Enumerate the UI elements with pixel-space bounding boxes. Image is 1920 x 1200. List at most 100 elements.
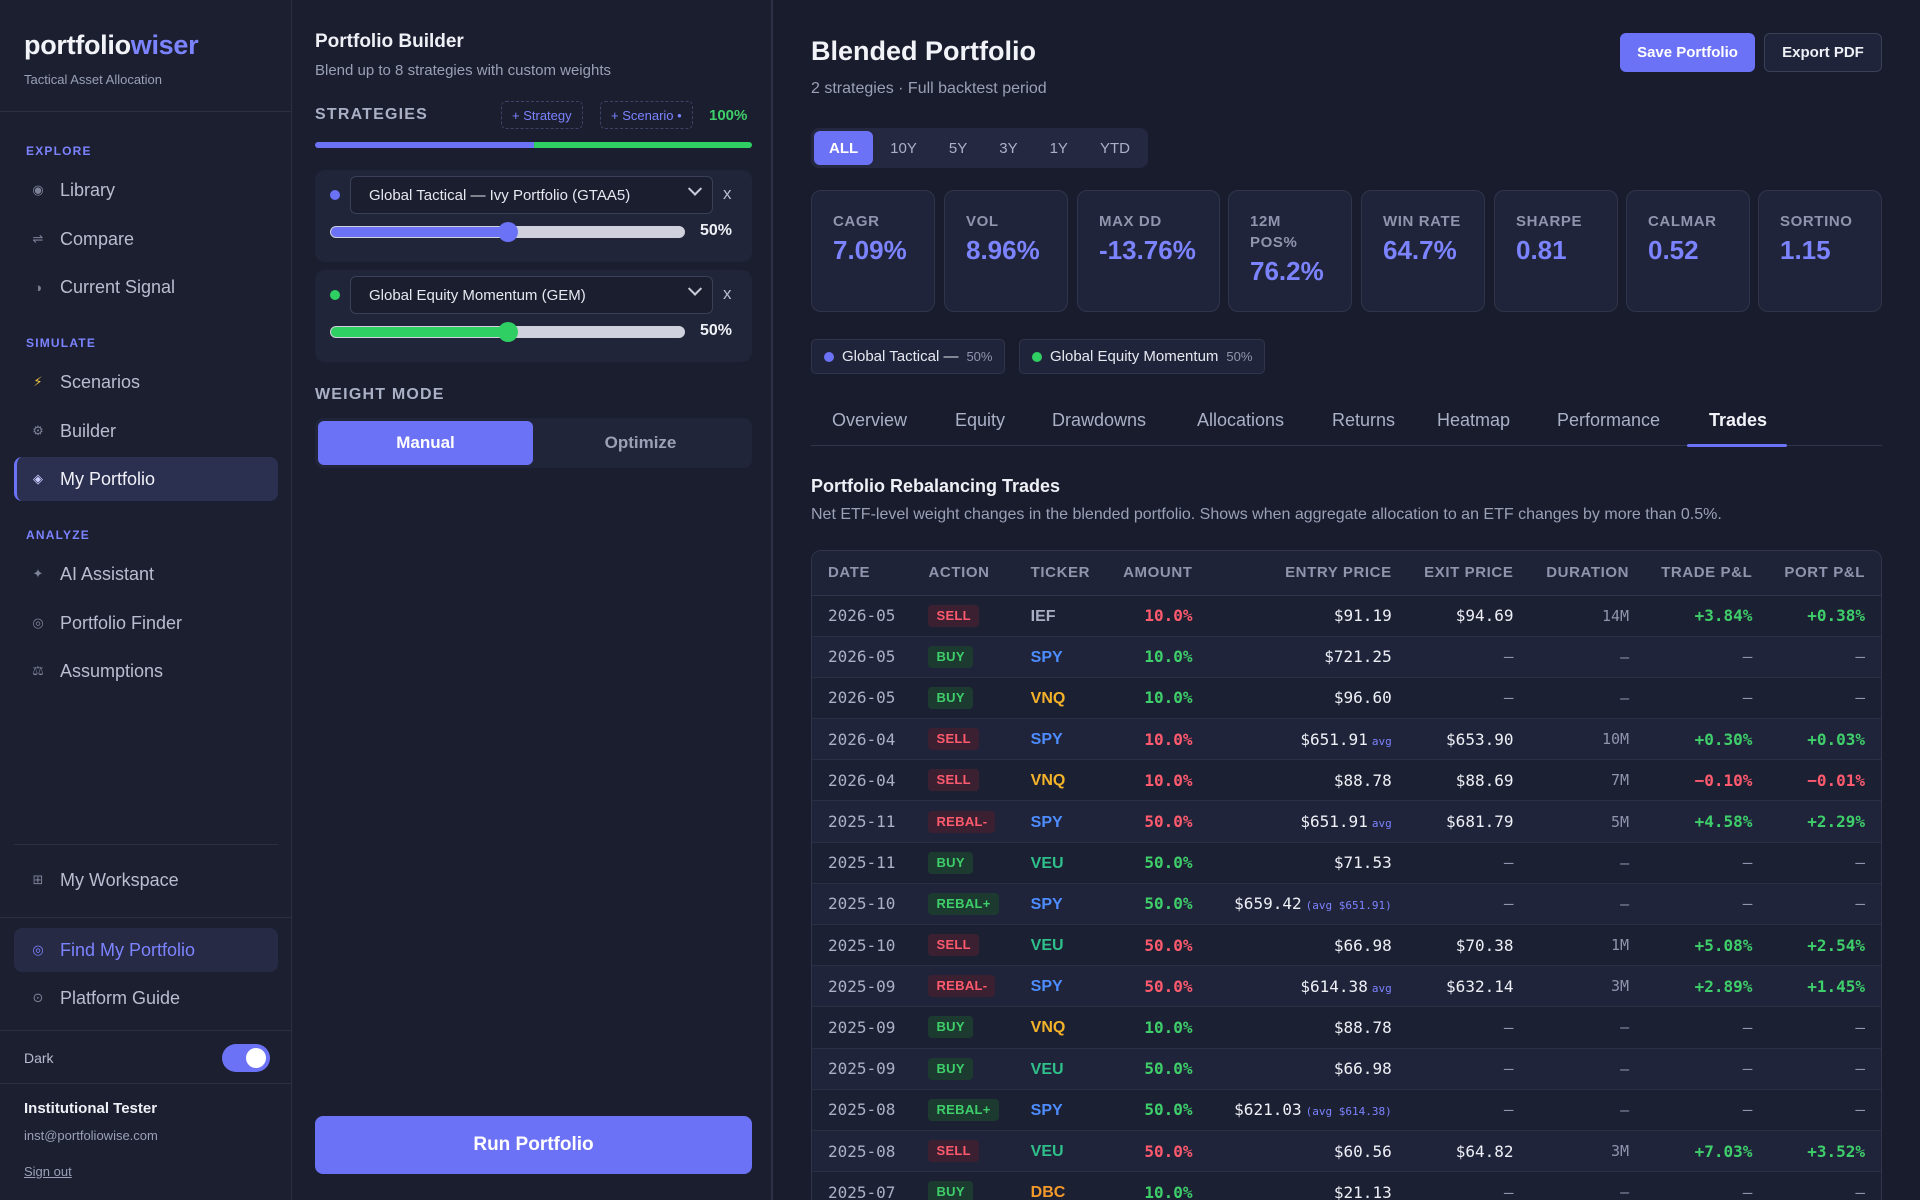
tab-performance[interactable]: Performance xyxy=(1557,410,1661,430)
trade-amount: 50.0% xyxy=(1107,800,1209,843)
compare-icon: ⇌ xyxy=(32,231,44,246)
tab-equity[interactable]: Equity xyxy=(955,410,1006,430)
sidebar-item-compare[interactable]: ⇌ Compare xyxy=(14,217,278,261)
add-scenario-button[interactable]: + Scenario • xyxy=(600,101,693,129)
column-header-trade-pl[interactable]: TRADE P&L xyxy=(1645,551,1769,596)
action-badge: REBAL+ xyxy=(928,892,999,915)
sidebar-item-portfolio-finder[interactable]: ◎ Portfolio Finder xyxy=(14,601,278,645)
trade-duration: — xyxy=(1529,1089,1646,1131)
tab-allocations[interactable]: Allocations xyxy=(1197,410,1285,430)
sidebar-item-builder[interactable]: ⚙ Builder xyxy=(14,409,278,453)
table-row: 2026-05 SELL IEF 10.0% $91.19 $94.69 14M +3.84%… xyxy=(812,595,1881,637)
sidebar-item-current-signal[interactable]: ◑ Current Signal xyxy=(14,265,278,309)
brand-logo[interactable]: portfoliowiser xyxy=(24,30,199,61)
tab-heatmap[interactable]: Heatmap xyxy=(1437,410,1511,430)
trade-amount: 10.0% xyxy=(1107,636,1209,678)
optimize-mode-button[interactable]: Optimize xyxy=(604,433,677,452)
trade-pl: — xyxy=(1645,1171,1769,1200)
period-5y[interactable]: 5Y xyxy=(948,139,968,157)
sidebar-item-label: My Workspace xyxy=(60,869,179,890)
trade-action-cell: REBAL+ xyxy=(912,1089,1015,1131)
page-title: Blended Portfolio xyxy=(811,36,1036,66)
column-header-duration[interactable]: DURATION xyxy=(1529,551,1646,596)
action-badge: SELL xyxy=(928,728,979,751)
trade-amount: 10.0% xyxy=(1107,595,1209,637)
column-header-exit-price[interactable]: EXIT PRICE xyxy=(1407,551,1530,596)
period-3y[interactable]: 3Y xyxy=(999,139,1018,157)
column-header-date[interactable]: DATE xyxy=(812,551,913,596)
column-header-amount[interactable]: AMOUNT xyxy=(1107,551,1209,596)
run-portfolio-button[interactable]: Run Portfolio xyxy=(315,1116,752,1174)
exit-price: — xyxy=(1407,1089,1530,1131)
table-row: 2025-11 BUY VEU 50.0% $71.53— — — — xyxy=(812,842,1881,884)
port-pl: — xyxy=(1768,1171,1881,1200)
tab-drawdowns[interactable]: Drawdowns xyxy=(1052,410,1147,430)
sidebar-item-my-portfolio[interactable]: ◈ My Portfolio xyxy=(14,457,278,501)
ticker-cell: VEU xyxy=(1014,1048,1108,1090)
sidebar-item-scenarios[interactable]: ⚡ Scenarios xyxy=(14,360,278,404)
ticker-cell: IEF xyxy=(1014,595,1108,637)
column-header-port-pl[interactable]: PORT P&L xyxy=(1768,551,1881,596)
trade-action-cell: BUY xyxy=(912,1006,1015,1049)
weight-slider[interactable] xyxy=(330,322,685,342)
period-ytd[interactable]: YTD xyxy=(1099,139,1130,157)
action-badge: BUY xyxy=(928,1057,973,1080)
column-header-ticker[interactable]: TICKER xyxy=(1014,551,1108,596)
diamond-icon: ◈ xyxy=(33,471,43,486)
weight-slider[interactable] xyxy=(330,222,685,242)
sidebar-item-ai-assistant[interactable]: ✦ AI Assistant xyxy=(14,552,278,596)
period-10y[interactable]: 10Y xyxy=(890,139,917,157)
entry-price-cell: $651.91 avg xyxy=(1208,800,1408,843)
entry-price: $96.60 xyxy=(1333,688,1392,708)
period-all[interactable]: ALL xyxy=(814,131,874,165)
entry-price-cell: $71.53 xyxy=(1208,842,1408,884)
export-pdf-button[interactable]: Export PDF xyxy=(1764,33,1882,72)
sign-out-link[interactable]: Sign out xyxy=(24,1164,72,1179)
period-1y[interactable]: 1Y xyxy=(1049,139,1068,157)
ticker-cell: SPY xyxy=(1014,883,1108,926)
remove-strategy-button[interactable]: x xyxy=(723,284,732,303)
add-strategy-button[interactable]: + Strategy xyxy=(501,101,583,129)
exit-price: — xyxy=(1407,842,1530,884)
action-badge: SELL xyxy=(928,604,979,627)
sidebar-item-assumptions[interactable]: ⚖ Assumptions xyxy=(14,649,278,693)
strategy-select[interactable]: Global Equity Momentum (GEM) xyxy=(350,276,713,314)
ticker-symbol: VEU xyxy=(1030,854,1064,872)
sidebar-item-my-workspace[interactable]: ⊞ My Workspace xyxy=(14,858,278,902)
ticker-symbol: VNQ xyxy=(1030,689,1066,707)
metric-value: 0.81 xyxy=(1516,235,1567,265)
manual-mode-button[interactable]: Manual xyxy=(318,421,533,465)
entry-price-cell: $66.98 xyxy=(1208,1048,1408,1090)
user-name: Institutional Tester xyxy=(24,1100,158,1117)
strategy-select[interactable]: Global Tactical — Ivy Portfolio (GTAA5) xyxy=(350,176,713,214)
dark-mode-toggle[interactable] xyxy=(222,1044,270,1072)
action-badge: REBAL- xyxy=(928,810,996,833)
trade-pl: — xyxy=(1645,883,1769,926)
metric-card-win-rate: WIN RATE 64.7% xyxy=(1361,190,1485,312)
trade-amount: 50.0% xyxy=(1107,1089,1209,1131)
exit-price: — xyxy=(1407,636,1530,678)
trade-date: 2025-10 xyxy=(812,924,913,967)
tab-trades[interactable]: Trades xyxy=(1709,410,1768,430)
trade-duration: — xyxy=(1529,842,1646,884)
metric-value: 76.2% xyxy=(1250,256,1324,286)
ticker-symbol: VNQ xyxy=(1030,1019,1066,1037)
gear-icon: ⚙ xyxy=(32,423,44,438)
metric-card-cagr: CAGR 7.09% xyxy=(811,190,935,312)
sidebar-item-platform-guide[interactable]: ⊙ Platform Guide xyxy=(14,976,278,1020)
sidebar-item-find-my-portfolio[interactable]: ◎ Find My Portfolio xyxy=(14,928,278,972)
sidebar-item-library[interactable]: ◉ Library xyxy=(14,168,278,212)
tab-returns[interactable]: Returns xyxy=(1332,410,1396,430)
tab-overview[interactable]: Overview xyxy=(832,410,908,430)
exit-price: $653.90 xyxy=(1407,718,1530,761)
remove-strategy-button[interactable]: x xyxy=(723,184,732,203)
slider-thumb[interactable] xyxy=(497,322,518,342)
trade-action-cell: REBAL+ xyxy=(912,883,1015,926)
column-header-action[interactable]: ACTION xyxy=(912,551,1015,596)
trade-amount: 10.0% xyxy=(1107,1171,1209,1200)
save-portfolio-button[interactable]: Save Portfolio xyxy=(1620,33,1755,72)
slider-thumb[interactable] xyxy=(497,222,518,242)
exit-price: $94.69 xyxy=(1407,595,1530,637)
column-header-entry-price[interactable]: ENTRY PRICE xyxy=(1208,551,1408,596)
allocation-bar xyxy=(315,142,752,148)
